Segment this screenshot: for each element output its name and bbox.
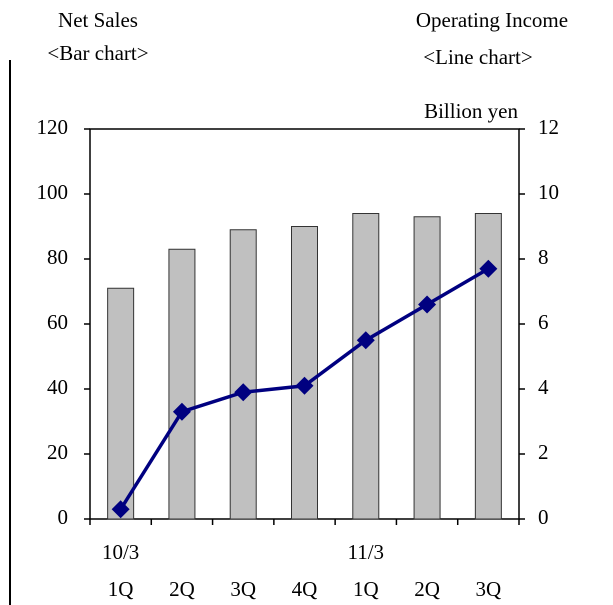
bar bbox=[291, 226, 318, 520]
line-marker bbox=[111, 500, 130, 519]
x-group-label: 10/3 bbox=[102, 540, 139, 564]
bar bbox=[107, 287, 135, 520]
line-marker bbox=[295, 376, 314, 395]
x-tick-label: 1Q bbox=[353, 577, 379, 601]
y2-tick-label: 8 bbox=[538, 245, 549, 269]
y2-tick-label: 10 bbox=[538, 180, 559, 204]
y-tick-label: 20 bbox=[47, 440, 68, 464]
x-tick-label: 1Q bbox=[108, 577, 134, 601]
y-tick-label: 80 bbox=[47, 245, 68, 269]
line-marker bbox=[479, 259, 498, 278]
y2-tick-label: 0 bbox=[538, 505, 549, 529]
line-marker bbox=[172, 402, 191, 421]
y-tick-label: 0 bbox=[58, 505, 69, 529]
y-tick-label: 60 bbox=[47, 310, 68, 334]
unit-label: Billion yen bbox=[424, 99, 518, 123]
bar bbox=[352, 213, 380, 520]
line-marker bbox=[356, 331, 375, 350]
x-tick-label: 2Q bbox=[414, 577, 440, 601]
bar bbox=[168, 248, 196, 520]
x-tick-label: 4Q bbox=[292, 577, 318, 601]
bar bbox=[413, 216, 441, 520]
x-tick-label: 3Q bbox=[230, 577, 256, 601]
right-subtitle: <Line chart> bbox=[423, 45, 532, 69]
bar bbox=[229, 229, 257, 520]
line-marker bbox=[234, 383, 253, 402]
left-title: Net Sales bbox=[58, 8, 138, 32]
x-tick-label: 2Q bbox=[169, 577, 195, 601]
y2-tick-label: 12 bbox=[538, 115, 559, 139]
y2-tick-label: 2 bbox=[538, 440, 549, 464]
y2-tick-label: 6 bbox=[538, 310, 549, 334]
y-tick-label: 100 bbox=[37, 180, 69, 204]
line-marker bbox=[418, 295, 437, 314]
bar bbox=[474, 213, 502, 520]
y-tick-label: 40 bbox=[47, 375, 68, 399]
y2-tick-label: 4 bbox=[538, 375, 549, 399]
left-subtitle: <Bar chart> bbox=[47, 41, 148, 65]
x-group-label: 11/3 bbox=[348, 540, 385, 564]
y-tick-label: 120 bbox=[37, 115, 69, 139]
right-title: Operating Income bbox=[416, 8, 568, 32]
x-tick-label: 3Q bbox=[476, 577, 502, 601]
